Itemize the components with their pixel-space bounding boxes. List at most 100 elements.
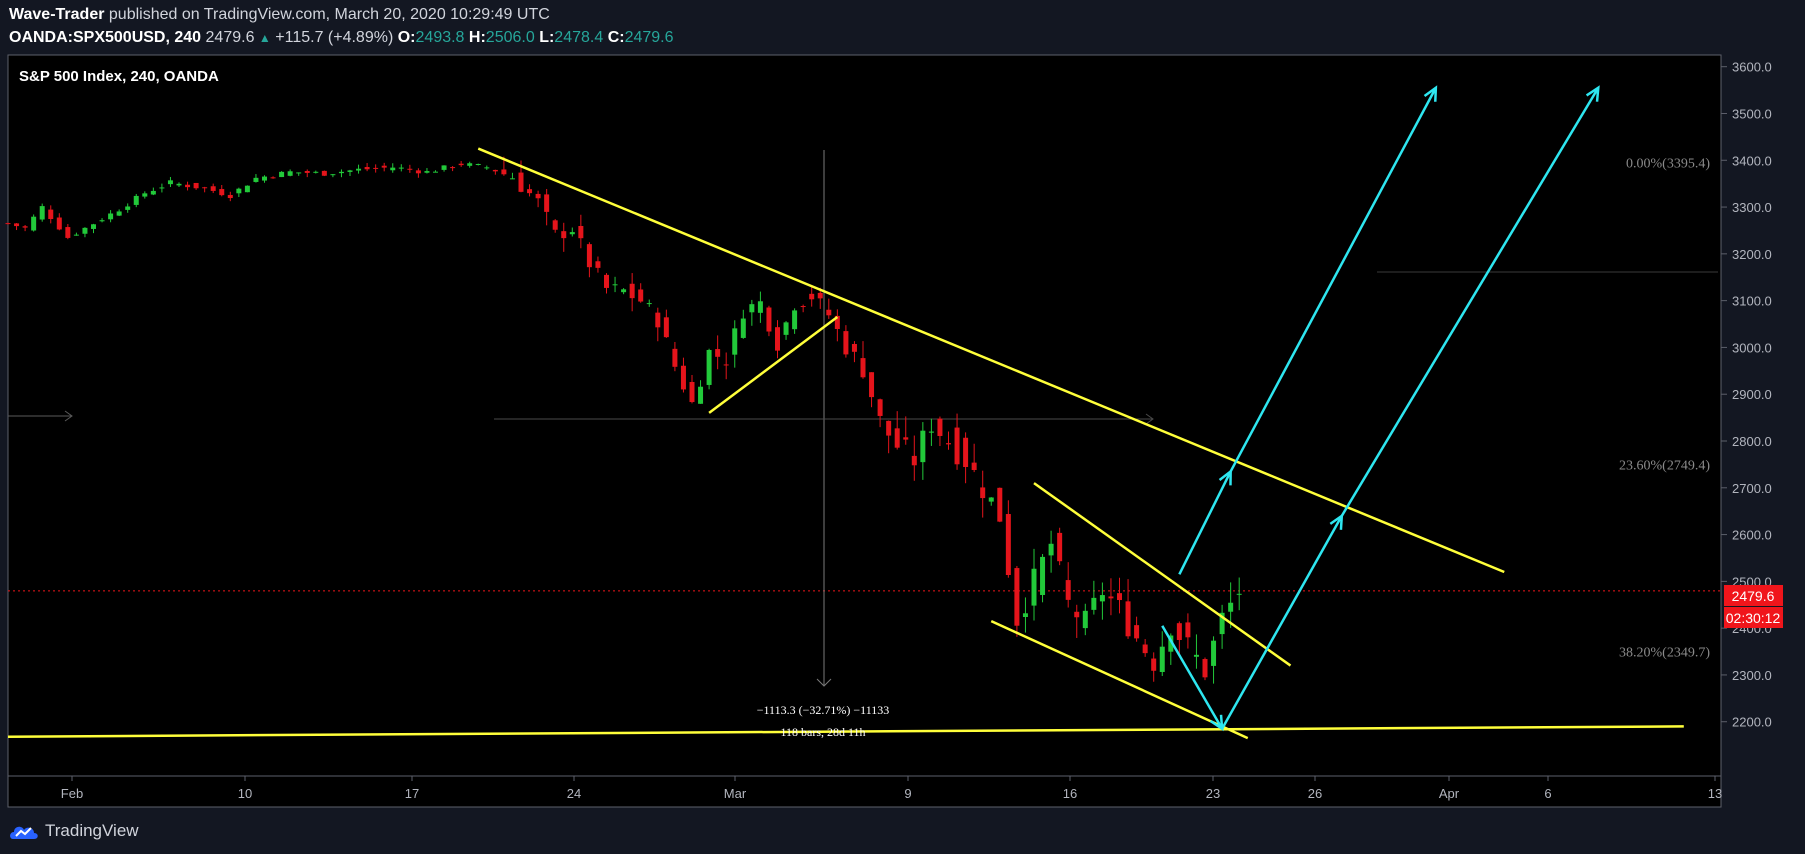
projection-arrows[interactable] xyxy=(1161,85,1600,732)
candle-body xyxy=(1176,623,1182,641)
candle-body xyxy=(954,427,960,465)
tradingview-cloud-icon xyxy=(10,826,38,839)
candle xyxy=(407,164,413,173)
candle-body xyxy=(1159,646,1165,672)
candle xyxy=(1211,636,1217,684)
candle-body xyxy=(475,163,481,165)
candle-body xyxy=(1065,580,1071,600)
fib-label-0: 0.00%(3395.4) xyxy=(1626,156,1710,171)
candle xyxy=(31,214,37,232)
projection-line-0 xyxy=(1161,625,1224,730)
candle xyxy=(458,161,464,167)
candle-body xyxy=(1142,644,1148,654)
candle-body xyxy=(544,194,550,212)
candle xyxy=(14,223,20,231)
candle-body xyxy=(433,171,438,173)
candle xyxy=(347,169,353,176)
close-label: C: xyxy=(607,29,625,46)
candle xyxy=(527,184,533,197)
candle-body xyxy=(732,328,738,355)
candle-body xyxy=(920,430,926,463)
symbol-label[interactable]: OANDA:SPX500USD, 240 xyxy=(9,29,202,46)
candle-body xyxy=(142,193,148,197)
candle-body xyxy=(723,364,729,366)
price-tick-label-14: 2200.0 xyxy=(1732,715,1772,730)
candle xyxy=(1005,500,1011,578)
candle-body xyxy=(424,171,430,173)
candle-body xyxy=(800,306,806,308)
candle-body xyxy=(1117,593,1122,601)
candle xyxy=(980,470,986,518)
candle xyxy=(150,187,156,196)
plot-area[interactable] xyxy=(7,54,1722,808)
candle-body xyxy=(193,182,199,189)
candle-body xyxy=(749,304,755,313)
high-value: 2506.0 xyxy=(485,29,535,46)
candle-body xyxy=(1005,514,1011,575)
candle-body xyxy=(869,372,875,398)
candles xyxy=(5,156,1242,684)
trendline-4 xyxy=(7,725,1684,738)
candle xyxy=(390,163,396,173)
candle xyxy=(236,187,242,198)
candle xyxy=(210,183,216,194)
candle-body xyxy=(1048,543,1054,556)
candle xyxy=(860,341,866,379)
price-tick-label-3: 3300.0 xyxy=(1732,200,1772,215)
candle xyxy=(800,304,806,313)
candle xyxy=(133,193,139,208)
candle xyxy=(364,163,370,172)
time-axis[interactable]: Feb 10 17 24 Mar 9 16 23 26 Apr 6 13 xyxy=(61,776,1722,801)
candle-body xyxy=(330,174,336,176)
candle-body xyxy=(843,331,849,355)
candle-body xyxy=(1022,613,1028,618)
countdown-label: 02:30:12 xyxy=(1726,610,1781,626)
trendlines[interactable] xyxy=(7,147,1684,740)
projection-arrowhead-icon-2 xyxy=(1585,85,1600,102)
candle-body xyxy=(911,455,917,466)
candle-body xyxy=(860,358,866,378)
fib-levels: 0.00%(3395.4) 23.60%(2749.4) 38.20%(2349.7… xyxy=(1619,156,1710,660)
candle xyxy=(894,411,900,450)
candle xyxy=(433,170,438,173)
candle xyxy=(928,418,934,446)
time-tick-label-2: 17 xyxy=(405,786,419,801)
candle-body xyxy=(253,177,259,182)
projection-arrowhead-icon-4 xyxy=(1423,85,1438,102)
candle-body xyxy=(851,343,857,352)
candle-body xyxy=(612,284,618,286)
author-name[interactable]: Wave-Trader xyxy=(9,6,105,23)
candle xyxy=(740,309,746,339)
price-axis[interactable]: 3600.0 3500.0 3400.0 3300.0 3200.0 3100.0 3000… xyxy=(1721,60,1772,730)
tradingview-brand[interactable]: TradingView xyxy=(9,821,139,841)
candle-body xyxy=(569,232,575,235)
candle xyxy=(202,186,208,193)
candle-body xyxy=(946,443,951,445)
price-tick-label-4: 3200.0 xyxy=(1732,247,1772,262)
candle-body xyxy=(826,309,832,316)
candle-body xyxy=(159,187,165,189)
candle xyxy=(937,416,943,447)
trendline-2 xyxy=(1033,482,1292,667)
candle xyxy=(313,170,319,174)
candle xyxy=(381,162,387,172)
candle-body xyxy=(535,193,541,199)
candle-body xyxy=(467,163,473,166)
candle xyxy=(356,164,362,174)
candle-body xyxy=(715,349,721,357)
candle-body xyxy=(1074,611,1080,618)
candle-body xyxy=(963,437,969,467)
candle-body xyxy=(304,170,310,173)
candle xyxy=(851,341,857,363)
candle-body xyxy=(313,171,319,173)
time-tick-label-10: 6 xyxy=(1544,786,1551,801)
candle xyxy=(698,380,704,404)
candle xyxy=(48,205,54,224)
time-tick-label-11: 13 xyxy=(1708,786,1722,801)
candle xyxy=(689,375,695,404)
candle xyxy=(792,308,798,334)
candle-body xyxy=(1031,568,1037,606)
candle-body xyxy=(390,167,396,171)
candle-body xyxy=(886,420,892,436)
